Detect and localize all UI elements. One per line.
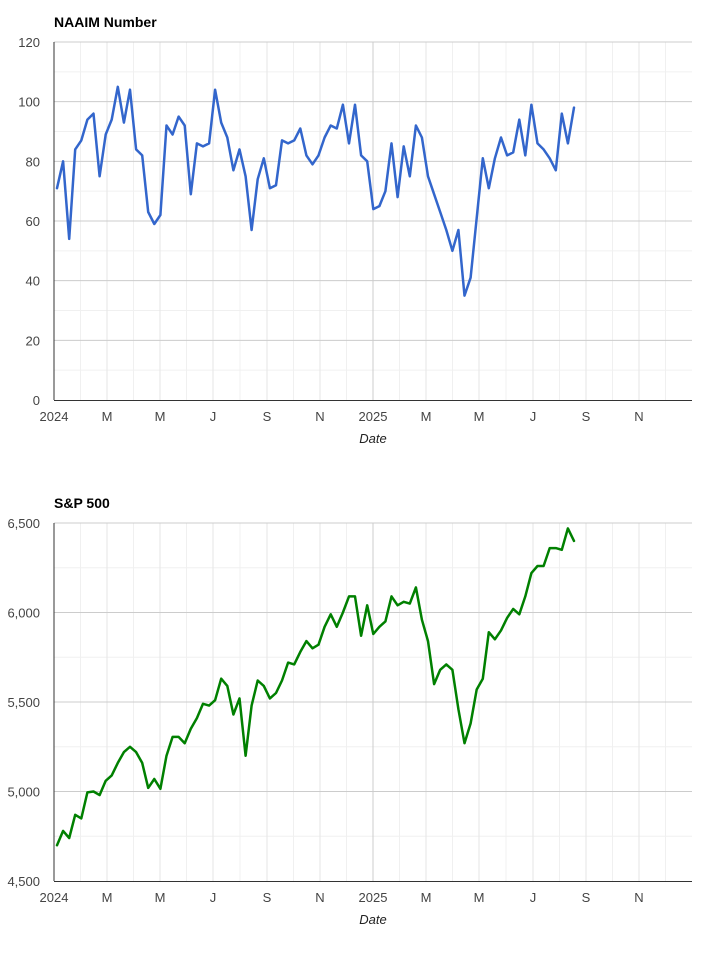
naaim-chart: 0 20 40 60 80 100 120 2024 M M J S N 2025 M M J S N Date [18,35,692,446]
naaim-x-tick-label: M [155,409,166,424]
naaim-y-tick-label: 60 [26,214,40,229]
naaim-series-line [55,85,576,297]
sp500-x-tick-label: M [474,890,485,905]
naaim-x-tick-label: N [315,409,324,424]
sp500-x-axis-label: Date [359,912,386,927]
sp500-y-tick-label: 5,000 [7,785,40,800]
sp500-y-tick-label: 4,500 [7,874,40,889]
naaim-x-tick-label: S [263,409,272,424]
sp500-series-line [55,527,576,847]
sp500-x-tick-label: N [634,890,643,905]
naaim-x-axis-label: Date [359,431,386,446]
sp500-x-tick-label: S [582,890,591,905]
naaim-x-tick-label: 2025 [359,409,388,424]
sp500-y-tick-label: 5,500 [7,695,40,710]
naaim-y-tick-label: 20 [26,333,40,348]
naaim-x-tick-label: M [102,409,113,424]
naaim-chart-title: NAAIM Number [54,14,157,30]
naaim-y-tick-label: 0 [33,393,40,408]
naaim-y-tick-label: 80 [26,154,40,169]
sp500-chart: 4,500 5,000 5,500 6,000 6,500 2024 M M J S N 2025 M M… [7,516,692,927]
naaim-y-tick-label: 120 [18,35,40,50]
naaim-x-tick-label: J [530,409,537,424]
sp500-x-tick-label: S [263,890,272,905]
naaim-x-tick-label: S [582,409,591,424]
sp500-y-tick-label: 6,000 [7,606,40,621]
sp500-x-tick-label: M [155,890,166,905]
naaim-x-tick-label: M [474,409,485,424]
sp500-x-tick-label: J [530,890,537,905]
naaim-x-tick-label: 2024 [40,409,69,424]
naaim-x-tick-label: N [634,409,643,424]
sp500-x-tick-label: J [210,890,217,905]
sp500-x-tick-label: 2024 [40,890,69,905]
sp500-x-tick-label: M [421,890,432,905]
sp500-x-tick-label: M [102,890,113,905]
sp500-x-tick-label: 2025 [359,890,388,905]
sp500-x-tick-label: N [315,890,324,905]
naaim-x-tick-label: J [210,409,217,424]
naaim-y-tick-label: 100 [18,95,40,110]
sp500-chart-title: S&P 500 [54,495,110,511]
naaim-y-tick-label: 40 [26,274,40,289]
sp500-y-tick-label: 6,500 [7,516,40,531]
naaim-x-tick-label: M [421,409,432,424]
